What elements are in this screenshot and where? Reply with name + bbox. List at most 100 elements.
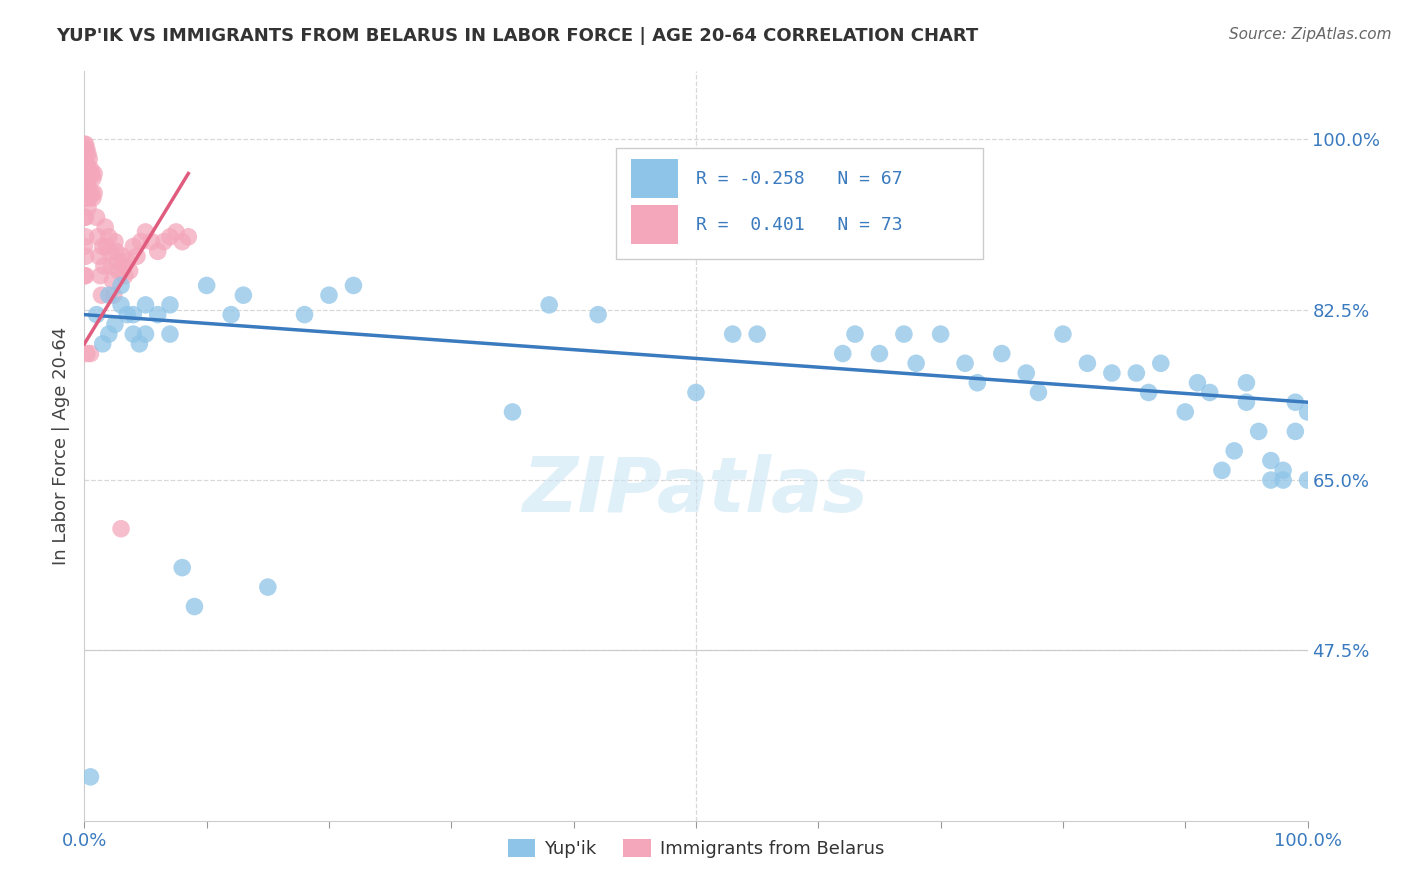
Point	[1198, 385, 1220, 400]
Point	[96, 239, 118, 253]
Point	[177, 229, 200, 244]
Point	[893, 327, 915, 342]
Point	[77, 152, 100, 166]
Point	[73, 152, 96, 166]
Point	[869, 346, 891, 360]
Point	[79, 770, 101, 784]
Point	[94, 220, 117, 235]
Point	[1076, 356, 1098, 370]
Point	[159, 298, 181, 312]
Point	[128, 336, 150, 351]
Point	[966, 376, 988, 390]
Point	[586, 308, 609, 322]
Point	[165, 225, 187, 239]
Point	[80, 167, 103, 181]
Point	[1187, 376, 1209, 390]
Point	[1296, 473, 1319, 487]
Point	[76, 346, 98, 360]
Point	[77, 191, 100, 205]
Point	[79, 346, 101, 360]
Point	[1223, 443, 1246, 458]
Point	[91, 239, 114, 253]
Point	[110, 298, 132, 312]
Point	[1284, 395, 1306, 409]
Point	[114, 268, 136, 283]
Point	[1174, 405, 1197, 419]
Point	[86, 308, 108, 322]
Point	[1137, 385, 1160, 400]
Point	[105, 244, 128, 259]
Point	[294, 308, 316, 322]
Point	[172, 235, 194, 249]
Point	[75, 229, 97, 244]
Point	[135, 327, 157, 342]
Point	[107, 264, 129, 278]
Point	[73, 147, 96, 161]
Point	[318, 288, 340, 302]
Point	[747, 327, 769, 342]
Point	[75, 157, 97, 171]
Text: ZIPatlas: ZIPatlas	[523, 454, 869, 528]
Point	[1028, 385, 1050, 400]
Point	[1125, 366, 1147, 380]
Text: Source: ZipAtlas.com: Source: ZipAtlas.com	[1229, 27, 1392, 42]
Point	[172, 560, 194, 574]
Point	[195, 278, 218, 293]
Point	[75, 211, 97, 225]
Point	[1150, 356, 1173, 370]
Point	[77, 161, 100, 176]
Point	[257, 580, 280, 594]
Point	[502, 405, 524, 419]
Y-axis label: In Labor Force | Age 20-64: In Labor Force | Age 20-64	[52, 326, 70, 566]
Point	[101, 274, 124, 288]
Point	[82, 191, 104, 205]
Point	[1211, 463, 1233, 477]
FancyBboxPatch shape	[616, 148, 983, 259]
Text: R =  0.401   N = 73: R = 0.401 N = 73	[696, 216, 903, 234]
Point	[122, 239, 145, 253]
Point	[685, 385, 707, 400]
Point	[75, 191, 97, 205]
Point	[141, 235, 163, 249]
Point	[76, 142, 98, 156]
Text: R = -0.258   N = 67: R = -0.258 N = 67	[696, 169, 903, 187]
Point	[110, 522, 132, 536]
Point	[1236, 395, 1258, 409]
Point	[110, 278, 132, 293]
Point	[80, 186, 103, 200]
Point	[1296, 405, 1319, 419]
Point	[807, 220, 830, 235]
Point	[1247, 425, 1270, 439]
Point	[1260, 473, 1282, 487]
Point	[929, 327, 952, 342]
FancyBboxPatch shape	[631, 205, 678, 244]
Point	[75, 147, 97, 161]
Point	[135, 298, 157, 312]
Point	[159, 327, 181, 342]
Point	[1272, 473, 1295, 487]
Point	[97, 327, 120, 342]
Point	[112, 259, 135, 273]
Point	[75, 137, 97, 152]
Point	[77, 181, 100, 195]
Point	[73, 211, 96, 225]
Point	[75, 268, 97, 283]
Point	[100, 259, 122, 273]
Point	[90, 288, 112, 302]
Point	[76, 171, 98, 186]
Point	[97, 229, 120, 244]
Point	[73, 137, 96, 152]
Point	[75, 249, 97, 263]
Point	[122, 327, 145, 342]
FancyBboxPatch shape	[631, 159, 678, 198]
Point	[1236, 376, 1258, 390]
Point	[1101, 366, 1123, 380]
Point	[89, 268, 111, 283]
Point	[135, 225, 157, 239]
Point	[87, 249, 110, 263]
Point	[73, 268, 96, 283]
Point	[73, 239, 96, 253]
Point	[342, 278, 364, 293]
Point	[159, 229, 181, 244]
Point	[146, 308, 169, 322]
